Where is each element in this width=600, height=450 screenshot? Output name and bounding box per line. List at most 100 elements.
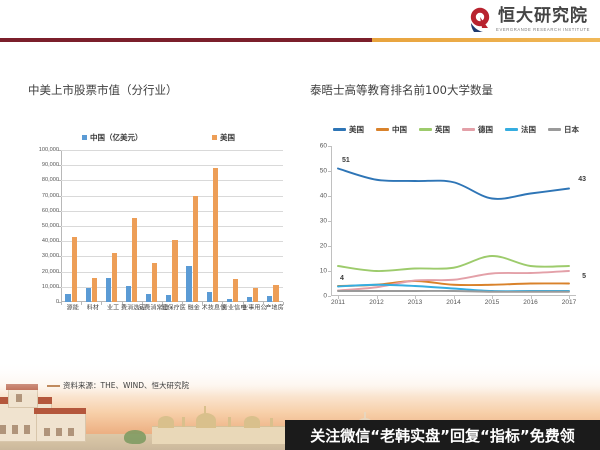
bar-chart-gridline [61, 256, 283, 258]
bar-chart-legend: 中国（亿美元） 美国 [20, 132, 292, 146]
bar [71, 236, 77, 302]
bar-chart-gridline [61, 286, 283, 288]
promo-banner[interactable]: 关注微信“老韩实盘”回复“指标”免费领 [285, 420, 600, 450]
bar-chart-x-tick-label: 房地产 [263, 304, 284, 310]
line-series [337, 255, 570, 272]
line-chart-x-tick-label: 2014 [446, 299, 461, 306]
bar-chart-x-axis [61, 301, 283, 302]
bar-chart-y-tick-label: 100,000 [38, 147, 59, 153]
bar-chart-x-tickmark [161, 302, 163, 305]
logo-mark-icon [468, 6, 492, 34]
bar-chart-x-tickmark [101, 302, 103, 305]
legend-line-icon [505, 128, 518, 131]
line-chart-x-tickmark [453, 296, 455, 299]
legend-line-icon [419, 128, 432, 131]
bar-chart-plot-area: 100,000 90,000 80,000 70,000 60,000 50,000 40,… [39, 147, 284, 310]
bar-chart-x-tick-label: 可选消费 [119, 304, 145, 310]
bar-chart: 中国（亿美元） 美国 100,000 90,000 80,000 70,000 60,00… [20, 130, 292, 342]
line-chart-x-tickmark [415, 296, 416, 299]
line-chart-plot-area: 0 10 20 30 40 50 60 2011 2012 2013 2014 2015 2016 201… [320, 143, 586, 307]
line-chart-data-label: 5 [582, 272, 586, 280]
bar [91, 278, 97, 302]
bar-group [243, 150, 263, 302]
bar [85, 287, 91, 302]
bar-chart-y-tickmark [58, 165, 61, 167]
line-chart-x-tick-label: 2017 [561, 299, 577, 306]
slide-header: 恒大研究院 EVERGRANDE RESEARCH INSTITUTE [0, 0, 600, 38]
bar-chart-x-tick-label: 日常消费品 [136, 304, 169, 310]
bar [105, 278, 111, 302]
line-legend-label: 法国 [521, 125, 536, 134]
legend-swatch-icon [212, 135, 217, 140]
bar [273, 284, 279, 302]
bar-chart-y-tick-label: 70,000 [41, 192, 59, 199]
bar-group [122, 150, 142, 302]
bar-chart-x-tickmark [61, 302, 62, 305]
bar [132, 218, 138, 302]
bar [146, 293, 152, 302]
line-chart-series-svg [337, 167, 570, 293]
line-legend-label: 美国 [349, 125, 364, 134]
line-chart-x-tick-label: 2015 [484, 299, 500, 306]
line-legend-item: 美国 [333, 124, 364, 135]
line-chart-x-tickmark [569, 296, 570, 299]
line-chart-x-tick-label: 2012 [369, 299, 384, 306]
line-legend-label: 日本 [564, 125, 579, 134]
logo-wordmark: 恒大研究院 EVERGRANDE RESEARCH INSTITUTE [496, 8, 590, 33]
line-series [337, 289, 570, 293]
bar-chart-x-tickmark [182, 302, 184, 305]
bar-chart-x-tickmark [81, 302, 83, 305]
line-chart-y-tickmark [328, 221, 331, 222]
source-marker [47, 385, 60, 387]
bar-chart-x-tick-label: 工业 [105, 304, 119, 310]
bar [125, 286, 132, 302]
line-chart-x-tick-label: 2011 [331, 299, 345, 306]
bar-chart-x-tick-label: 金融 [186, 304, 200, 310]
bar-chart-y-tickmark [58, 150, 61, 151]
bar-chart-gridline [61, 165, 283, 167]
bar-chart-y-tickmark [58, 226, 61, 227]
bar-chart-y-tickmark [58, 286, 61, 288]
bar [152, 263, 158, 302]
bar-legend-label: 美国 [220, 133, 235, 142]
bar-chart-x-tickmark [141, 302, 143, 305]
line-chart-y-tick-label: 10 [319, 267, 327, 275]
bar-chart-y-tickmark [58, 256, 61, 258]
bar-chart-x-tickmark [121, 302, 123, 305]
bar-chart-y-tick-label: 80,000 [41, 177, 59, 184]
header-divider-rule [0, 38, 600, 42]
legend-line-icon [462, 128, 475, 131]
line-chart-y-tick-label: 30 [319, 217, 327, 225]
bar [212, 168, 219, 302]
line-chart-x-tick-label: 2016 [523, 299, 538, 306]
bar-chart-y-tick-label: 60,000 [41, 207, 59, 214]
line-chart-y-tickmark [328, 171, 331, 172]
bar-chart-y-tickmark [58, 241, 61, 243]
bar-chart-x-tick-label: 能源 [65, 304, 79, 310]
bar [226, 298, 233, 302]
line-chart-y-tick-label: 0 [323, 292, 327, 300]
bar-legend-label: 中国（亿美元） [90, 133, 143, 142]
bar-chart-x-tickmark [262, 302, 264, 305]
line-legend-item: 日本 [548, 124, 579, 135]
bar-group [61, 150, 81, 302]
bar-chart-y-tickmark [58, 180, 61, 182]
bar-group [101, 150, 121, 302]
bar-chart-y-tick-label: 50,000 [41, 223, 59, 229]
line-chart-data-label: 43 [578, 175, 586, 183]
photo-shrub [124, 430, 146, 444]
line-chart-y-tick-label: 60 [319, 142, 327, 150]
bar-chart-x-tickmark [202, 302, 204, 305]
bar [206, 291, 212, 302]
photo-palace-building [152, 404, 297, 444]
bar-group [182, 150, 202, 302]
bar-chart-gridline [61, 271, 283, 273]
bar-chart-y-tick-label: 20,000 [41, 268, 59, 275]
bar [186, 266, 192, 302]
bar-legend-item: 中国（亿美元） [82, 132, 143, 143]
line-chart-x-tickmark [492, 296, 493, 299]
line-chart-x-tickmark [376, 296, 378, 299]
bar-chart-gridline [61, 210, 283, 212]
bar-chart-y-tick-label: 30,000 [41, 253, 59, 260]
bar-chart-y-tick-label: 40,000 [41, 238, 59, 245]
